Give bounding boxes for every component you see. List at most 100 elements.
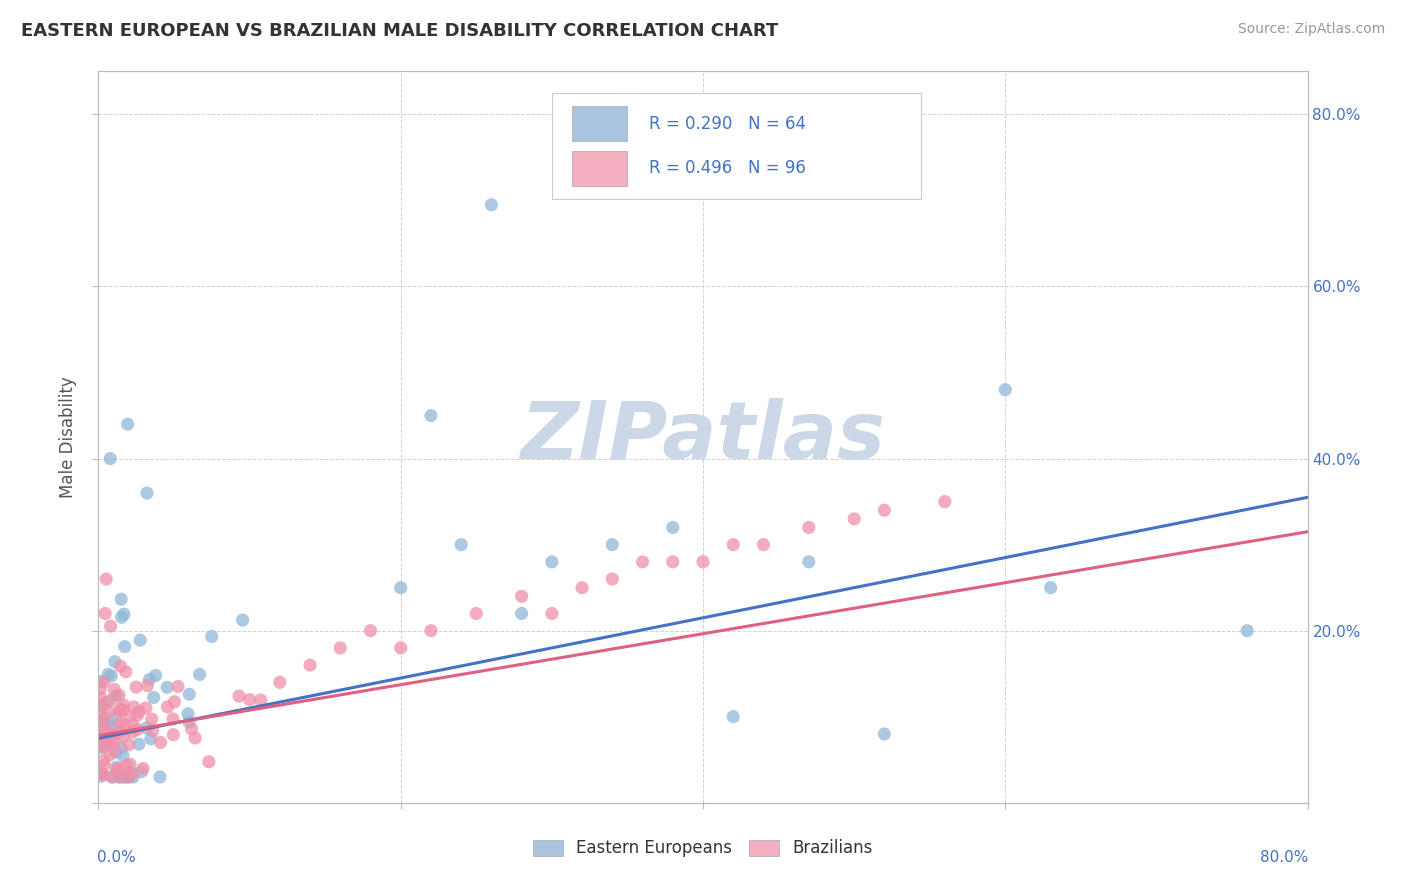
Point	[101, 770, 124, 784]
Point	[104, 733, 127, 747]
Point	[136, 486, 159, 500]
Point	[132, 762, 155, 776]
Point	[100, 669, 122, 683]
Point	[100, 770, 122, 784]
Point	[177, 706, 200, 721]
Point	[90, 769, 112, 783]
Point	[994, 383, 1017, 397]
Point	[136, 679, 159, 693]
Point	[105, 760, 128, 774]
Point	[420, 409, 443, 423]
Point	[105, 762, 128, 776]
Point	[934, 494, 956, 508]
Point	[90, 741, 112, 756]
Point	[108, 704, 131, 718]
Point	[179, 687, 201, 701]
Point	[103, 728, 125, 742]
FancyBboxPatch shape	[572, 106, 627, 142]
Point	[118, 770, 141, 784]
Point	[118, 738, 141, 752]
Point	[163, 695, 186, 709]
Point	[89, 682, 111, 697]
Point	[98, 747, 121, 762]
Y-axis label: Male Disability: Male Disability	[59, 376, 77, 498]
Point	[104, 742, 127, 756]
Point	[110, 702, 132, 716]
Point	[329, 640, 352, 655]
Point	[91, 698, 114, 712]
Point	[228, 689, 250, 703]
Text: Source: ZipAtlas.com: Source: ZipAtlas.com	[1237, 22, 1385, 37]
Point	[89, 726, 111, 740]
Point	[105, 689, 128, 703]
Point	[188, 667, 211, 681]
Point	[131, 764, 153, 779]
Point	[420, 624, 443, 638]
Point	[797, 555, 820, 569]
Point	[94, 607, 117, 621]
Text: R = 0.290   N = 64: R = 0.290 N = 64	[648, 115, 806, 133]
Point	[121, 725, 143, 739]
Point	[120, 709, 142, 723]
Point	[97, 723, 120, 738]
Point	[96, 734, 118, 748]
Point	[142, 690, 165, 705]
Point	[110, 740, 132, 755]
Point	[98, 705, 121, 719]
Point	[138, 673, 160, 687]
Point	[91, 715, 114, 730]
Point	[145, 668, 167, 682]
Point	[110, 724, 132, 739]
Point	[128, 737, 150, 751]
Point	[162, 728, 184, 742]
Point	[100, 693, 122, 707]
Point	[139, 731, 162, 746]
Point	[108, 688, 131, 702]
Point	[115, 665, 138, 679]
Point	[104, 655, 127, 669]
Point	[125, 680, 148, 694]
Point	[97, 667, 120, 681]
Point	[117, 417, 139, 432]
Point	[115, 770, 138, 784]
Point	[115, 758, 138, 772]
Point	[90, 766, 112, 780]
Point	[91, 734, 114, 748]
Point	[111, 610, 134, 624]
FancyBboxPatch shape	[572, 151, 627, 186]
Point	[1236, 624, 1258, 638]
Point	[723, 538, 745, 552]
FancyBboxPatch shape	[551, 94, 921, 200]
Point	[631, 555, 654, 569]
Point	[127, 708, 149, 723]
Point	[94, 728, 117, 742]
Point	[465, 607, 488, 621]
Point	[1039, 581, 1062, 595]
Point	[121, 766, 143, 780]
Point	[89, 690, 111, 704]
Point	[844, 512, 866, 526]
Point	[120, 757, 142, 772]
Point	[100, 619, 122, 633]
Point	[100, 718, 122, 732]
Point	[149, 735, 172, 749]
Point	[107, 761, 129, 775]
Point	[96, 695, 118, 709]
Point	[114, 770, 136, 784]
Point	[89, 728, 111, 742]
Point	[156, 699, 179, 714]
Point	[114, 640, 136, 654]
Text: 80.0%: 80.0%	[1260, 850, 1309, 865]
Point	[129, 633, 152, 648]
Point	[111, 703, 134, 717]
Point	[661, 520, 683, 534]
Point	[110, 592, 132, 607]
Point	[112, 607, 135, 621]
Point	[112, 698, 135, 713]
Point	[360, 624, 382, 638]
Point	[389, 640, 412, 655]
Point	[450, 538, 472, 552]
Point	[167, 680, 190, 694]
Point	[692, 555, 714, 569]
Text: 0.0%: 0.0%	[97, 850, 136, 865]
